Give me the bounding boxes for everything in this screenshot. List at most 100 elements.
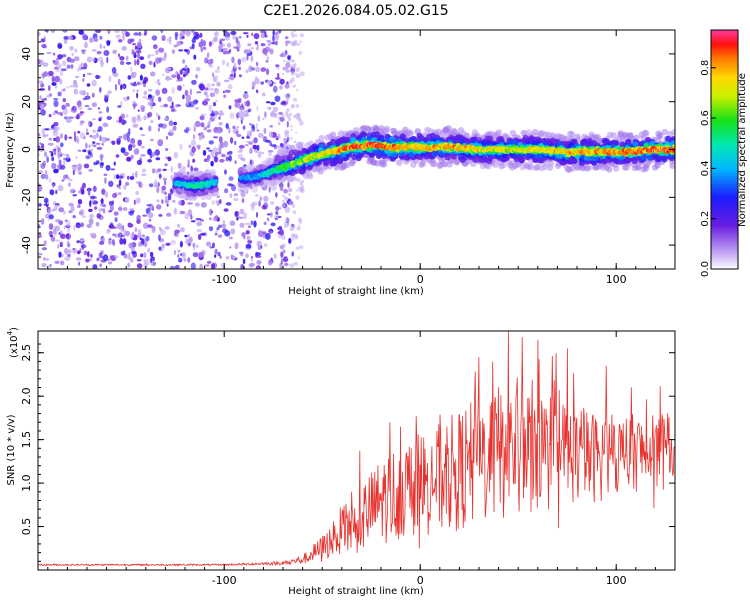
noise-speckle <box>49 234 54 238</box>
noise-speckle <box>120 101 123 107</box>
noise-speckle <box>260 43 266 47</box>
noise-speckle <box>125 181 130 186</box>
noise-speckle <box>52 112 57 116</box>
noise-speckle <box>109 222 114 226</box>
noise-speckle <box>143 241 148 248</box>
noise-speckle <box>98 117 102 122</box>
noise-speckle <box>178 257 183 263</box>
noise-speckle <box>177 85 182 91</box>
ridge-cell <box>399 133 406 140</box>
noise-speckle <box>99 240 105 245</box>
noise-speckle <box>187 202 194 205</box>
ridge-cell <box>306 173 314 180</box>
noise-speckle <box>196 244 199 248</box>
noise-speckle <box>230 254 234 260</box>
noise-speckle <box>290 41 296 47</box>
noise-speckle <box>184 234 188 238</box>
noise-speckle <box>233 62 237 69</box>
noise-speckle <box>132 89 136 92</box>
ridge-cell <box>205 172 212 179</box>
noise-speckle <box>245 253 249 258</box>
noise-speckle <box>295 236 299 240</box>
noise-speckle <box>250 47 254 50</box>
noise-speckle <box>291 238 295 241</box>
noise-speckle <box>182 73 186 78</box>
noise-speckle <box>208 64 214 68</box>
noise-speckle <box>136 263 143 269</box>
noise-speckle <box>39 95 42 100</box>
noise-speckle <box>117 205 123 212</box>
noise-speckle <box>159 105 165 108</box>
noise-speckle <box>284 206 291 213</box>
noise-speckle <box>143 115 147 121</box>
noise-speckle <box>136 259 142 262</box>
noise-speckle <box>296 88 299 92</box>
noise-speckle <box>130 66 133 73</box>
noise-speckle <box>206 241 212 247</box>
noise-speckle <box>97 56 104 62</box>
noise-speckle <box>76 240 80 244</box>
noise-speckle <box>130 247 136 252</box>
noise-speckle <box>52 208 55 212</box>
noise-speckle <box>241 157 246 162</box>
noise-speckle <box>218 234 223 238</box>
ridge-cell <box>481 140 487 146</box>
noise-speckle <box>106 40 111 46</box>
noise-speckle <box>251 201 258 207</box>
noise-speckle <box>129 176 135 180</box>
noise-speckle <box>77 250 81 255</box>
noise-speckle <box>78 261 81 266</box>
noise-speckle <box>247 43 252 47</box>
noise-speckle <box>57 184 64 192</box>
noise-speckle <box>238 74 242 78</box>
noise-speckle <box>277 215 282 219</box>
noise-speckle <box>233 193 239 197</box>
noise-speckle <box>242 125 246 130</box>
noise-speckle <box>87 107 93 111</box>
noise-speckle <box>138 181 141 188</box>
noise-speckle <box>88 168 93 172</box>
noise-speckle <box>228 127 231 134</box>
noise-speckle <box>158 234 161 241</box>
noise-speckle <box>101 136 107 143</box>
noise-speckle <box>178 200 183 206</box>
noise-speckle <box>222 90 225 94</box>
noise-speckle <box>195 202 200 207</box>
noise-speckle <box>136 89 139 93</box>
noise-speckle <box>146 204 152 207</box>
noise-speckle <box>256 129 260 132</box>
noise-speckle <box>40 173 46 179</box>
noise-speckle <box>230 228 236 235</box>
noise-speckle <box>127 38 133 44</box>
noise-speckle <box>76 113 80 120</box>
noise-speckle <box>199 32 203 38</box>
noise-speckle <box>120 234 125 238</box>
noise-speckle <box>80 244 87 249</box>
noise-speckle <box>190 214 193 220</box>
noise-speckle <box>123 229 126 236</box>
noise-speckle <box>111 239 115 245</box>
noise-speckle <box>49 189 55 196</box>
noise-speckle <box>190 262 196 269</box>
noise-speckle <box>174 264 180 269</box>
noise-speckle <box>206 147 211 150</box>
noise-speckle <box>40 38 45 43</box>
noise-speckle <box>137 109 140 112</box>
noise-speckle <box>51 156 55 162</box>
noise-speckle <box>103 50 110 56</box>
noise-speckle <box>66 176 70 180</box>
noise-speckle <box>291 204 296 208</box>
noise-speckle <box>102 122 109 128</box>
noise-speckle <box>48 230 53 236</box>
noise-speckle <box>61 153 68 156</box>
noise-speckle <box>275 206 280 211</box>
noise-speckle <box>165 135 169 140</box>
noise-speckle <box>48 214 54 220</box>
noise-speckle <box>246 54 249 61</box>
noise-speckle <box>274 77 281 80</box>
noise-speckle <box>73 56 80 62</box>
noise-speckle <box>50 236 56 242</box>
noise-speckle <box>290 233 295 238</box>
noise-speckle <box>126 131 130 138</box>
noise-speckle <box>140 153 146 157</box>
